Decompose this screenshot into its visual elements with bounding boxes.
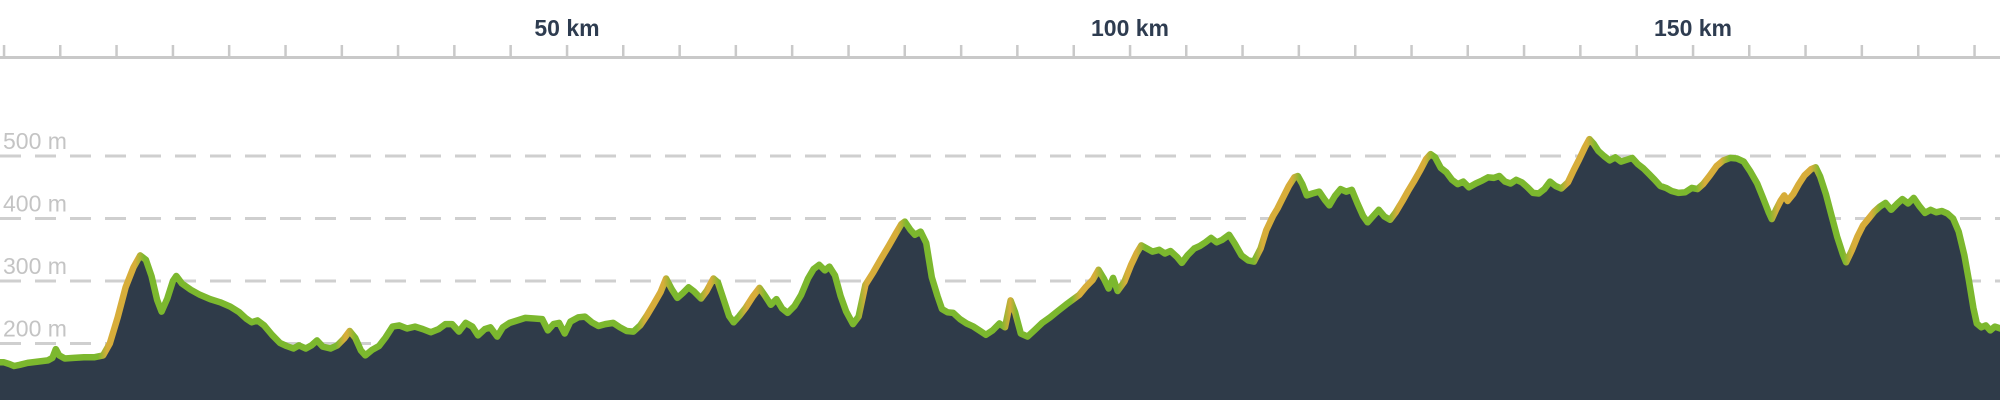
x-axis-tick: [1860, 45, 1864, 56]
x-axis-tick: [1691, 45, 1695, 56]
y-axis-label: 500 m: [3, 128, 67, 154]
x-axis-label: 100 km: [1091, 15, 1169, 41]
x-axis-tick: [565, 45, 569, 56]
x-axis-tick: [1297, 45, 1301, 56]
x-axis-tick: [734, 45, 738, 56]
x-axis-tick: [59, 45, 62, 56]
y-axis-label: 300 m: [3, 253, 67, 279]
x-axis-label: 50 km: [534, 15, 599, 41]
x-axis-tick: [1917, 45, 1920, 56]
x-axis-tick: [1748, 45, 1751, 56]
x-axis-tick: [1354, 45, 1357, 56]
x-axis-line: [0, 56, 2000, 59]
x-axis-tick: [340, 45, 344, 56]
x-axis-tick: [1635, 45, 1638, 56]
x-axis-tick: [115, 45, 118, 56]
x-axis-tick: [453, 45, 456, 56]
x-axis-tick: [1579, 45, 1582, 56]
x-axis-tick: [1185, 45, 1188, 56]
x-axis-label: 150 km: [1654, 15, 1732, 41]
x-axis-tick: [509, 45, 512, 56]
x-axis-tick: [622, 45, 625, 56]
x-axis-tick: [903, 45, 906, 56]
x-axis-tick: [2, 45, 6, 56]
x-axis-tick: [1522, 45, 1526, 56]
profile-layer: [0, 135, 2000, 400]
x-axis-tick: [1128, 45, 1132, 56]
y-axis-label: 200 m: [3, 316, 67, 342]
x-axis-tick: [790, 45, 794, 56]
x-axis-tick: [1241, 45, 1244, 56]
axis-labels-layer: 500 m 400 m 300 m 200 m 50 km 100 km 150 km: [3, 15, 1732, 342]
x-axis-tick: [171, 45, 175, 56]
x-axis-tick: [396, 45, 400, 56]
x-axis-layer: [0, 45, 2000, 59]
x-axis-tick: [1973, 45, 1976, 56]
x-axis-tick: [227, 45, 231, 56]
x-axis-tick: [847, 45, 850, 56]
x-axis-tick: [1804, 45, 1807, 56]
x-axis-tick: [1072, 45, 1075, 56]
elevation-line: [0, 135, 2000, 370]
x-axis-tick: [1410, 45, 1413, 56]
x-axis-tick: [678, 45, 681, 56]
x-axis-tick: [1466, 45, 1469, 56]
x-axis-tick: [284, 45, 287, 56]
x-axis-tick: [959, 45, 963, 56]
y-axis-label: 400 m: [3, 191, 67, 217]
x-axis-tick: [1016, 45, 1019, 56]
elevation-area: [0, 139, 2000, 400]
